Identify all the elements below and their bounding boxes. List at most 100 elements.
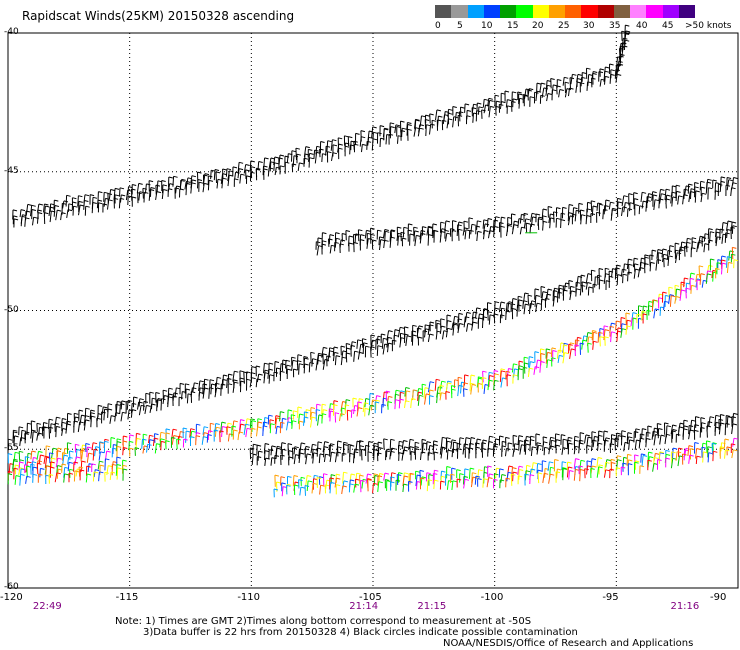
wind-barb-flag: [611, 434, 616, 437]
wind-barb-flag: [731, 416, 736, 419]
wind-barb: [237, 168, 240, 179]
wind-barb-flag: [233, 420, 238, 423]
wind-barb-flag: [698, 241, 703, 244]
wind-barb-flag: [634, 461, 639, 464]
wind-barb-flag: [406, 390, 411, 393]
wind-barb-flag: [592, 330, 597, 332]
wind-barb-flag: [523, 356, 529, 359]
wind-barb-flag: [701, 446, 707, 449]
wind-barb-flag: [494, 313, 499, 316]
wind-barb-flag: [711, 442, 717, 445]
wind-barb: [527, 89, 529, 101]
wind-barb: [597, 443, 599, 451]
wind-barb-flag: [117, 441, 122, 444]
wind-barb: [569, 348, 572, 359]
wind-barb: [688, 455, 691, 464]
wind-barb-flag: [542, 291, 548, 294]
wind-barb: [493, 226, 496, 238]
wind-barb-flag: [512, 467, 517, 470]
wind-barb: [721, 234, 724, 244]
wind-barb-flag: [334, 351, 339, 354]
wind-barb-flag: [609, 325, 615, 328]
wind-barb-flag: [32, 466, 38, 469]
wind-barb: [616, 331, 619, 342]
wind-barb-flag: [85, 407, 90, 410]
wind-barb: [652, 463, 655, 472]
wind-barb-flag: [605, 267, 610, 270]
wind-barb-flag: [676, 190, 681, 193]
wind-barb: [311, 449, 314, 459]
wind-barb-flag: [348, 136, 353, 139]
wind-barb: [398, 399, 401, 409]
wind-barb: [43, 456, 46, 464]
wind-barb-flag: [372, 138, 378, 141]
wind-barb-flag: [644, 263, 649, 265]
wind-barb-flag: [617, 73, 622, 76]
wind-barb-flag: [182, 427, 188, 430]
wind-barb-flag: [180, 431, 185, 433]
wind-barb-flag: [628, 436, 633, 439]
wind-barb: [402, 475, 405, 487]
wind-barb-flag: [731, 443, 736, 446]
wind-barb-flag: [627, 271, 633, 274]
wind-barb-flag: [658, 428, 663, 430]
wind-barb: [709, 231, 711, 244]
wind-barb-flag: [228, 383, 233, 386]
wind-barb: [19, 474, 22, 486]
wind-barb: [435, 331, 438, 340]
wind-barb-flag: [38, 473, 43, 476]
wind-barb-flag: [700, 180, 705, 183]
wind-barb: [55, 426, 57, 438]
wind-barb-flag: [390, 126, 395, 129]
wind-barb-flag: [372, 239, 377, 242]
wind-barb-flag: [447, 449, 453, 452]
wind-barb-flag: [587, 81, 592, 84]
wind-barb: [161, 189, 164, 200]
wind-barb-flag: [287, 443, 293, 446]
wind-barb-flag: [628, 193, 633, 196]
wind-barb-flag: [257, 426, 262, 429]
wind-barb-flag: [604, 70, 609, 73]
wind-barb-flag: [537, 472, 543, 475]
wind-barb: [396, 233, 399, 241]
wind-barb: [98, 471, 100, 482]
wind-barb: [357, 352, 360, 360]
wind-barb-flag: [146, 183, 151, 186]
wind-barb-flag: [19, 450, 24, 453]
wind-barb-flag: [427, 479, 433, 482]
wind-barb-flag: [54, 205, 60, 207]
wind-barb: [125, 190, 129, 201]
wind-barb: [562, 352, 565, 364]
wind-barb-flag: [577, 336, 582, 339]
wind-barb: [452, 116, 455, 128]
wind-barb-flag: [317, 441, 323, 444]
wind-barb-flag: [588, 286, 593, 289]
colorbar-segment: [581, 5, 598, 18]
wind-barb: [695, 274, 698, 282]
wind-barb-flag: [581, 284, 586, 287]
wind-barb-flag: [287, 409, 293, 412]
wind-barb-flag: [12, 209, 18, 212]
wind-barb-flag: [195, 435, 201, 438]
wind-barb: [425, 124, 427, 137]
wind-barb-flag: [707, 270, 712, 273]
wind-barb-flag: [305, 146, 310, 149]
wind-barb-flag: [529, 367, 534, 370]
wind-barb-flag: [575, 458, 580, 461]
wind-barb: [732, 413, 734, 424]
wind-barb: [232, 382, 235, 393]
wind-barb: [656, 249, 659, 259]
wind-barb-flag: [221, 383, 226, 386]
wind-barb: [483, 230, 485, 240]
wind-barb-flag: [373, 449, 379, 452]
wind-barb: [458, 229, 460, 241]
wind-barb-flag: [543, 441, 548, 444]
wind-barb-flag: [323, 473, 328, 476]
wind-barb: [549, 217, 551, 229]
wind-barb-flag: [529, 96, 535, 99]
wind-barb-flag: [50, 466, 55, 469]
wind-barb-flag: [591, 200, 596, 203]
wind-barb-flag: [323, 346, 328, 349]
wind-barb: [263, 363, 265, 374]
wind-barb-flag: [258, 373, 263, 376]
